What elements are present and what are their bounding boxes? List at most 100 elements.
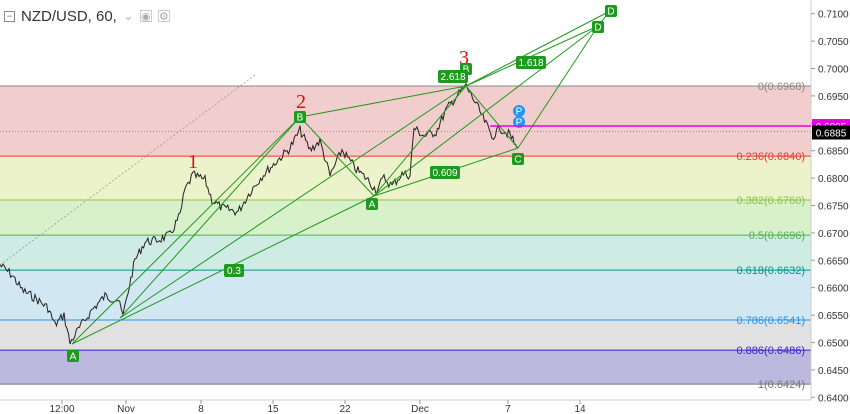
wave-label: 3: [459, 47, 469, 69]
point-marker: [67, 350, 79, 362]
y-tick-label: 0.6550: [818, 311, 849, 322]
y-tick-label: 0.6800: [818, 174, 849, 185]
symbol-title: NZD/USD, 60,: [21, 7, 117, 25]
harmonic-line: [373, 85, 467, 197]
point-label: P: [516, 118, 523, 129]
y-tick-label: 0.6450: [818, 366, 849, 377]
pattern-point: P: [513, 105, 525, 118]
harmonic-line: [71, 116, 301, 345]
ratio-box: [438, 70, 468, 83]
fib-labels: 0(0.6968) 0.236(0.6840) 0.382(0.6760) 0.5(0…: [737, 81, 806, 391]
y-tick-label: 0.6400: [818, 393, 849, 404]
point-label: C: [514, 155, 521, 166]
pattern-point: D: [592, 21, 604, 34]
pattern-point: D: [605, 5, 617, 18]
x-tick-label: 12:00: [49, 404, 74, 414]
ratio-box: [224, 264, 244, 277]
pattern-point: A: [67, 350, 79, 363]
ratio-label: 2.618: [440, 72, 465, 83]
point-marker: [512, 153, 524, 165]
chevron-down-icon[interactable]: ⌄: [122, 8, 134, 23]
ratio-badge: 0.609: [430, 166, 460, 179]
pattern-points: A B A B C DD PP: [67, 5, 617, 363]
harmonic-line: [119, 116, 301, 319]
collapse-icon[interactable]: −: [4, 10, 15, 22]
fib-label: 0.382(0.6760): [737, 195, 806, 207]
harmonic-line: [299, 116, 375, 197]
settings-icon[interactable]: ⚙: [157, 10, 170, 23]
ratio-label: 1.618: [518, 58, 543, 69]
harmonic-lines: [71, 10, 611, 345]
fib-label: 0(0.6968): [758, 81, 805, 93]
harmonic-line: [119, 85, 467, 319]
point-marker: [513, 105, 525, 117]
dotted-trendline: [0, 74, 256, 266]
ratio-badge: 1.618: [516, 56, 546, 69]
fib-label: 0.5(0.6696): [749, 230, 805, 242]
x-tick-label: Dec: [411, 404, 429, 414]
fib-zone: [0, 350, 811, 385]
x-tick-label: Nov: [117, 404, 135, 414]
current-price-label: 0.6885: [816, 129, 847, 140]
wave-label: 2: [296, 91, 306, 113]
x-tick-label: 22: [339, 404, 351, 414]
x-tick-label: 15: [267, 404, 279, 414]
ratio-label: 0.609: [432, 168, 457, 179]
fib-label: 1(0.6424): [758, 379, 805, 391]
fib-zone: [0, 200, 811, 236]
y-tick-label: 0.6700: [818, 229, 849, 240]
fib-zone: [0, 235, 811, 271]
y-tick-label: 0.6500: [818, 338, 849, 349]
fib-label: 0.618(0.6632): [737, 265, 806, 277]
pattern-point: P: [513, 116, 525, 129]
harmonic-line: [465, 10, 611, 87]
x-axis-ticks: 12:00 Nov 8 15 22 Dec 7 14: [49, 400, 586, 414]
harmonic-line: [373, 25, 599, 197]
point-label: B: [297, 113, 304, 124]
y-tick-label: 0.7050: [818, 37, 849, 48]
ratio-box: [516, 56, 546, 69]
fib-zone: [0, 270, 811, 320]
point-marker: [366, 198, 378, 210]
y-tick-label: 0.6600: [818, 284, 849, 295]
pattern-point: C: [512, 153, 524, 166]
point-marker: [592, 21, 604, 33]
harmonic-line: [71, 195, 375, 345]
current-price-bg: [812, 125, 850, 140]
point-label: B: [463, 65, 470, 76]
harmonic-line: [299, 85, 467, 118]
fib-lines: [0, 85, 811, 385]
ratio-box: [430, 166, 460, 179]
y-tick-label: 0.7100: [818, 10, 849, 21]
point-label: A: [369, 200, 376, 211]
ratio-badge: 0.3: [224, 264, 244, 277]
ratio-badge: 2.618: [438, 70, 468, 83]
pattern-point: B: [294, 111, 306, 124]
chart-header: − NZD/USD, 60, ⌄ ◉ ⚙: [4, 6, 170, 26]
harmonic-line: [465, 85, 519, 149]
fib-zone: [0, 320, 811, 351]
fib-zones: [0, 86, 811, 385]
price-series: [0, 82, 518, 345]
ratio-label: 0.3: [227, 266, 241, 277]
wave-label: 1: [188, 151, 198, 173]
y-axis-ticks: 0.71000.70500.70000.69500.69000.68500.68…: [811, 10, 849, 404]
fib-label: 0.786(0.6541): [737, 315, 806, 327]
current-price-tag: 0.6885: [812, 125, 850, 140]
point-label: D: [607, 7, 614, 18]
pattern-point: A: [366, 198, 378, 211]
fib-zone: [0, 156, 811, 200]
eye-icon[interactable]: ◉: [139, 10, 152, 23]
x-tick-label: 8: [198, 404, 204, 414]
point-marker: [294, 111, 306, 123]
y-tick-label: 0.6850: [818, 147, 849, 158]
y-tick-label: 0.6950: [818, 92, 849, 103]
harmonic-line: [517, 25, 599, 149]
y-tick-label: 0.6750: [818, 201, 849, 212]
point-label: A: [70, 352, 77, 363]
point-marker: [605, 5, 617, 17]
fib-zone: [0, 86, 811, 157]
y-tick-label: 0.6650: [818, 256, 849, 267]
point-marker: [513, 116, 525, 128]
